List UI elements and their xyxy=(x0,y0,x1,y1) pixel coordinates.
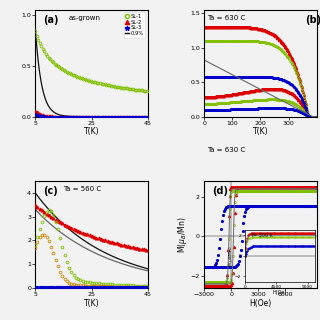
X-axis label: T(K): T(K) xyxy=(253,127,268,136)
Text: as-grown: as-grown xyxy=(69,15,101,21)
X-axis label: H(Oe): H(Oe) xyxy=(249,299,272,308)
Text: (c): (c) xyxy=(43,186,58,196)
Text: Ta = 560 C: Ta = 560 C xyxy=(63,186,101,192)
X-axis label: T(K): T(K) xyxy=(84,299,99,308)
Legend: SL-1, SL-2, SL-3, 0.9%: SL-1, SL-2, SL-3, 0.9% xyxy=(124,12,145,38)
Text: Ta = 630 C: Ta = 630 C xyxy=(208,15,246,21)
Text: (a): (a) xyxy=(43,15,59,25)
Y-axis label: M($\mu_B$/Mn): M($\mu_B$/Mn) xyxy=(176,216,189,253)
Text: Ta = 630 C: Ta = 630 C xyxy=(208,147,246,153)
X-axis label: T(K): T(K) xyxy=(84,127,99,136)
Text: (d): (d) xyxy=(212,186,228,196)
Text: (b): (b) xyxy=(306,15,320,25)
